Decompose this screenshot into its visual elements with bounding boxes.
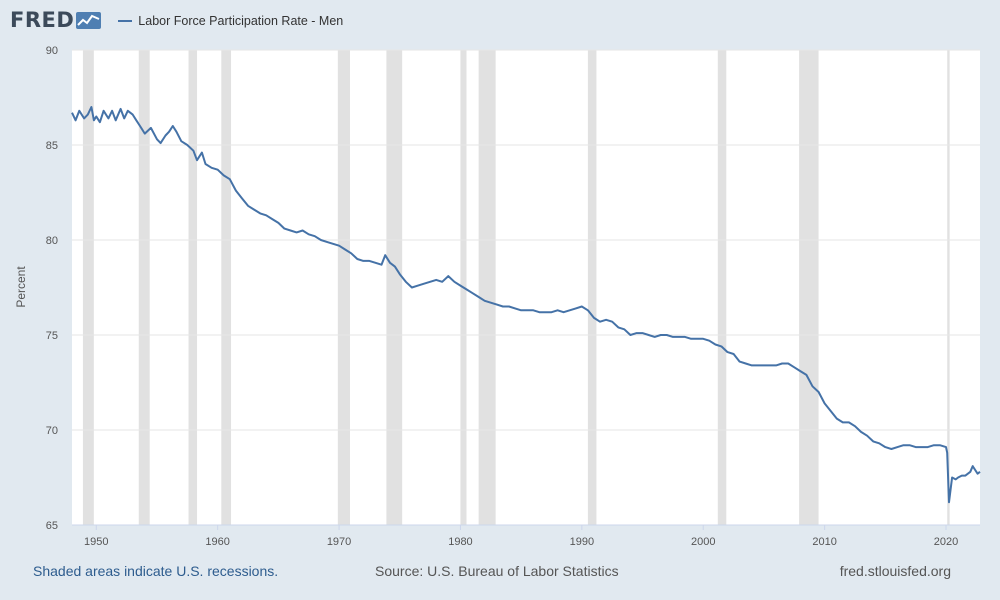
recession-band <box>386 50 403 525</box>
recession-shading <box>82 50 950 525</box>
graph-icon <box>76 12 102 29</box>
recessions-note: Shaded areas indicate U.S. recessions. <box>33 563 279 579</box>
x-tick-label: 1980 <box>448 536 472 548</box>
recession-band <box>478 50 496 525</box>
recession-band <box>587 50 597 525</box>
y-tick-label: 85 <box>46 140 58 152</box>
recession-band <box>188 50 198 525</box>
x-tick-label: 1990 <box>570 536 594 548</box>
recession-band <box>337 50 350 525</box>
plot-area <box>72 50 980 525</box>
x-tick-label: 2010 <box>812 536 836 548</box>
recession-band <box>138 50 150 525</box>
recession-band <box>799 50 819 525</box>
header: FRED Labor Force Participation Rate - Me… <box>10 6 343 34</box>
y-tick-label: 75 <box>46 330 58 342</box>
recession-band <box>221 50 232 525</box>
y-tick-label: 65 <box>46 520 58 532</box>
logo-text: FRED <box>10 8 75 32</box>
legend-swatch <box>118 20 133 22</box>
source-note: Source: U.S. Bureau of Labor Statistics <box>375 563 619 579</box>
x-tick-label: 2020 <box>934 536 958 548</box>
y-axis-label: Percent <box>14 266 28 308</box>
series-line-path <box>71 106 981 504</box>
series-line <box>71 106 981 504</box>
y-tick-label: 80 <box>46 235 58 247</box>
legend-label: Labor Force Participation Rate - Men <box>138 14 344 28</box>
recession-band <box>947 50 950 525</box>
x-tick-label: 2000 <box>691 536 715 548</box>
x-tick-label: 1960 <box>205 536 229 548</box>
x-tick-label: 1970 <box>327 536 351 548</box>
recession-band <box>82 50 94 525</box>
y-tick-label: 70 <box>46 425 58 437</box>
site-link[interactable]: fred.stlouisfed.org <box>839 563 951 579</box>
x-tick-label: 1950 <box>84 536 108 548</box>
y-axis-ticks: 65 70 75 80 85 90 <box>46 45 58 532</box>
legend: Labor Force Participation Rate - Men <box>118 14 343 28</box>
recession-band <box>717 50 727 525</box>
x-axis-ticks: 1950 1960 1970 1980 1990 2000 2010 2020 <box>72 524 980 548</box>
y-tick-label: 90 <box>46 45 58 57</box>
fred-logo[interactable]: FRED <box>10 8 102 32</box>
